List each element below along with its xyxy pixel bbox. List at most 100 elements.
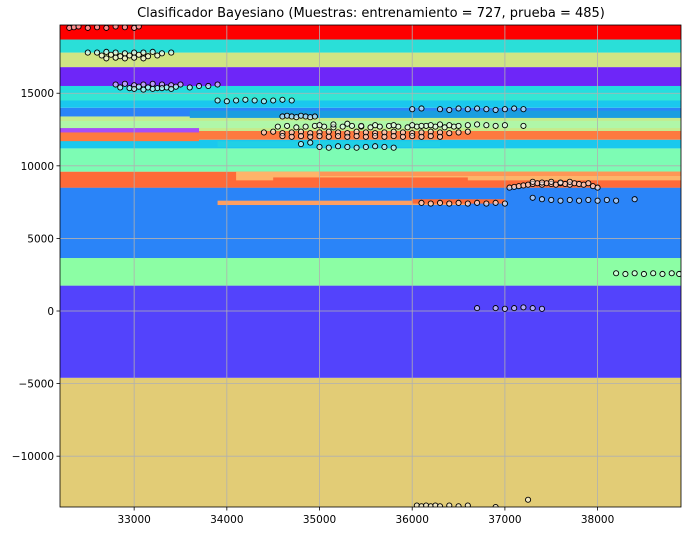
- data-point: [455, 105, 462, 112]
- chart-title: Clasificador Bayesiano (Muestras: entren…: [137, 6, 605, 21]
- decision-region-14: [60, 38, 681, 53]
- data-point: [121, 25, 128, 31]
- data-point: [362, 143, 369, 151]
- data-point: [149, 80, 156, 87]
- data-point: [330, 121, 337, 128]
- data-point: [409, 133, 416, 140]
- data-point: [335, 143, 342, 150]
- data-point: [511, 105, 518, 112]
- data-point: [538, 305, 546, 312]
- data-point: [525, 496, 532, 503]
- data-point: [103, 25, 110, 31]
- data-point: [613, 270, 620, 277]
- data-point: [316, 122, 323, 129]
- data-point: [455, 503, 462, 507]
- decision-band-11: [60, 93, 681, 101]
- data-point: [538, 196, 546, 203]
- data-point: [279, 133, 286, 140]
- data-point: [409, 106, 416, 113]
- data-point: [214, 97, 221, 104]
- data-point: [418, 133, 425, 140]
- decision-region-11: [60, 85, 681, 97]
- data-point: [464, 106, 471, 113]
- data-point: [335, 133, 342, 140]
- data-point: [474, 121, 481, 128]
- data-point: [640, 270, 647, 278]
- decision-band-3: [273, 177, 468, 182]
- data-point: [94, 49, 101, 56]
- data-point: [260, 98, 267, 105]
- decision-region-10: [60, 96, 681, 108]
- plot-frame: [59, 24, 682, 508]
- data-point: [214, 81, 221, 88]
- data-point: [464, 502, 471, 507]
- data-point: [103, 55, 110, 62]
- data-point: [474, 305, 481, 312]
- sample-points: [66, 25, 681, 507]
- data-point: [316, 143, 323, 151]
- x-tick-label: 34000: [210, 514, 243, 526]
- y-tick-label: 10000: [21, 161, 54, 173]
- decision-region-0: [60, 377, 681, 507]
- data-point: [344, 133, 351, 140]
- data-point: [353, 144, 360, 151]
- data-point: [279, 96, 286, 103]
- data-point: [474, 199, 481, 206]
- y-tick-label: 5000: [27, 233, 54, 245]
- data-point: [492, 122, 499, 129]
- data-point: [131, 85, 138, 92]
- decision-band-8: [60, 128, 200, 133]
- data-point: [274, 123, 281, 130]
- data-point: [302, 123, 309, 130]
- x-axis-ticks: 33000 34000 35000 36000 37000 38000: [117, 507, 614, 526]
- data-point: [358, 122, 365, 129]
- data-point: [98, 52, 105, 59]
- data-point: [339, 123, 346, 130]
- data-point: [668, 270, 675, 277]
- data-point: [548, 178, 555, 185]
- decision-region-7: [60, 130, 681, 140]
- data-point: [455, 129, 462, 136]
- data-point: [613, 197, 620, 204]
- decision-band-9: [189, 110, 681, 118]
- data-point: [529, 194, 536, 201]
- data-point: [464, 128, 471, 135]
- data-point: [135, 25, 142, 30]
- data-point: [158, 85, 166, 92]
- data-point: [427, 122, 434, 129]
- data-point: [168, 85, 175, 92]
- data-point: [260, 129, 267, 136]
- data-point: [511, 305, 518, 312]
- data-point: [381, 143, 388, 151]
- data-point: [297, 133, 305, 140]
- y-tick-label: 0: [47, 306, 54, 318]
- data-point: [195, 82, 203, 90]
- x-tick-label: 36000: [396, 514, 429, 526]
- data-point: [75, 25, 82, 30]
- data-point: [455, 199, 462, 206]
- decision-band-10: [217, 141, 441, 147]
- data-point: [307, 133, 314, 140]
- data-point: [205, 82, 212, 90]
- data-point: [585, 196, 592, 203]
- decision-region-1: [60, 285, 681, 378]
- data-point: [446, 130, 453, 137]
- x-tick-label: 35000: [303, 514, 336, 526]
- data-point: [492, 305, 499, 312]
- data-point: [233, 97, 240, 104]
- y-tick-label: −5000: [18, 379, 54, 391]
- data-point: [251, 97, 258, 104]
- data-point: [390, 133, 397, 140]
- data-point: [418, 122, 425, 129]
- data-point: [284, 122, 291, 129]
- data-point: [112, 25, 119, 30]
- data-point: [446, 502, 453, 507]
- data-point: [344, 143, 351, 151]
- data-point: [427, 200, 434, 207]
- decision-region-12: [60, 67, 681, 86]
- data-point: [520, 122, 527, 129]
- data-point: [492, 199, 499, 206]
- decision-band-7: [60, 132, 200, 142]
- data-point: [112, 54, 119, 61]
